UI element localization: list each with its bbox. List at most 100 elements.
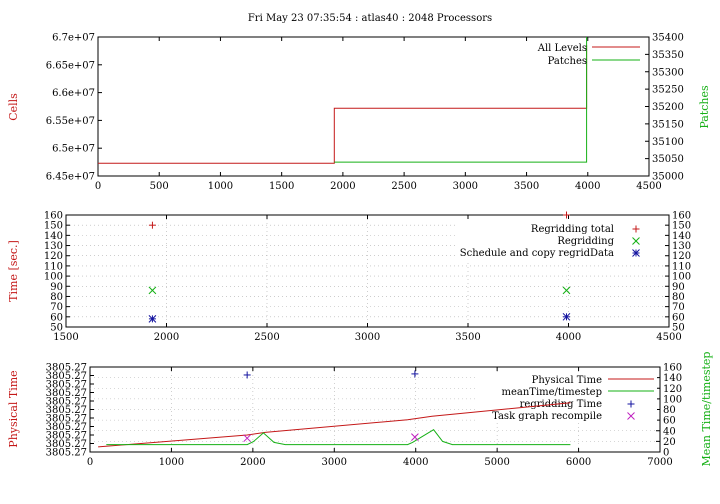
panel-2-y2-tick-label: 70 (672, 302, 685, 313)
panel-3-x-tick-label: 1000 (159, 457, 184, 468)
panel-2-y-tick-label: 100 (44, 272, 63, 283)
panel-3-y2-tick-label: 40 (663, 426, 676, 437)
panel-2-y-axis-label: Time [sec.] (7, 240, 20, 302)
panel-2-y-tick-label: 70 (50, 302, 63, 313)
panel-3-y2-tick-label: 60 (663, 416, 676, 427)
panel-2-y2-tick-label: 130 (672, 241, 691, 252)
panel-3-x-tick-label: 7000 (647, 457, 672, 468)
panel-2-y-tick-label: 160 (44, 211, 63, 222)
panel-3-x-tick-label: 5000 (484, 457, 509, 468)
data-point-x (562, 286, 571, 295)
panel-2-legend-background (455, 219, 665, 261)
series-meantime-timestep-line (106, 429, 571, 446)
legend-patches-label: Patches (548, 56, 587, 67)
series-patches-line (334, 37, 588, 163)
panel-1-y-tick-label: 6.55e+07 (46, 116, 95, 127)
panel-1-y-ticks: 6.45e+07 6.5e+07 6.55e+07 6.6e+07 6.65e+07 6.… (46, 33, 102, 183)
figure-title: Fri May 23 07:35:54 : atlas40 : 2048 Pro… (248, 13, 492, 24)
legend-schedule-copy-label: Schedule and copy regridData (460, 248, 614, 259)
panel-3-x-ticks: 0 1000 2000 3000 4000 5000 6000 7000 (87, 367, 673, 468)
panel-2-y-tick-label: 50 (50, 323, 63, 334)
panel-2-y-tick-label: 90 (50, 282, 63, 293)
panel-3-legend: Physical Time meanTime/timestep regriddi… (475, 372, 657, 422)
panel-2-y2-tick-label: 100 (672, 272, 691, 283)
panel-3-y-tick-label: 3805.27 (46, 380, 87, 391)
panel-2-x-tick-label: 2500 (254, 332, 279, 343)
panel-2-x-tick-label: 2000 (154, 332, 179, 343)
panel-3-y-tick-label: 3805.27 (46, 431, 87, 442)
panel-3-y2-tick-label: 160 (663, 363, 682, 374)
panel-1-y2-ticks: 35000 35050 35100 35150 35200 35250 35300 35350… (645, 33, 684, 183)
panel-1-y2-tick-label: 35000 (652, 172, 684, 183)
panel-1-x-tick-label: 500 (150, 181, 169, 192)
panel-2-y2-tick-label: 110 (672, 261, 691, 272)
panel-3-y-tick-label: 3805.27 (46, 388, 87, 399)
legend-regridding-marker (632, 237, 640, 245)
panel-2-x-ticks: 1500 2000 2500 3000 3500 4000 4500 (53, 215, 682, 343)
panel-2-x-tick-label: 3500 (455, 332, 480, 343)
panel-2-y-tick-label: 80 (50, 292, 63, 303)
panel-1-x-tick-label: 4000 (575, 181, 600, 192)
panel-1-y-tick-label: 6.5e+07 (52, 144, 95, 155)
panel-3-y2-tick-label: 140 (663, 373, 682, 384)
panel-3-y-tick-label: 3805.27 (46, 448, 87, 459)
panel-2-legend: Regridding total Regridding Schedule and… (455, 219, 665, 261)
panel-3-x-tick-label: 0 (87, 457, 93, 468)
panel-2-grid (66, 215, 669, 327)
panel-1-x-tick-label: 3000 (453, 181, 478, 192)
legend-task-graph-marker (627, 412, 635, 420)
panel-2-y-tick-label: 60 (50, 312, 63, 323)
panel-1-legend: All Levels Patches (537, 43, 640, 67)
legend-marker-task-graph-recompile (627, 412, 635, 420)
panel-3-series (98, 370, 571, 448)
panel-1-x-ticks: 0 500 1000 1500 2000 2500 3000 3500 4000 4500 (95, 37, 662, 192)
panel-2-y-tick-label: 140 (44, 231, 63, 242)
panel-3-legend-background (475, 372, 657, 422)
panel-3-x-tick-label: 3000 (322, 457, 347, 468)
panel-3-y-tick-label: 3805.27 (46, 414, 87, 425)
panel-3-x-tick-label: 2000 (240, 457, 265, 468)
legend-schedule-copy-marker (632, 249, 640, 257)
panel-3-y2-axis-label: Mean Time/timestep (700, 352, 713, 467)
panel-2-y2-tick-label: 140 (672, 231, 691, 242)
panel-2-y-tick-label: 120 (44, 251, 63, 262)
panel-2-y-tick-label: 130 (44, 241, 63, 252)
panel-1-x-tick-label: 1500 (269, 181, 294, 192)
legend-marker-plus (632, 225, 640, 233)
panel-2-y2-tick-label: 150 (672, 221, 691, 232)
legend-regridding-time-marker (627, 400, 635, 408)
panel-1-series (98, 37, 588, 164)
panel-2-x-tick-label: 3000 (355, 332, 380, 343)
legend-marker-star (632, 249, 640, 257)
legend-marker-regridding-time (627, 400, 635, 408)
panel-3-y2-tick-label: 100 (663, 394, 682, 405)
legend-physical-time-label: Physical Time (532, 375, 602, 386)
data-point-x (148, 286, 157, 295)
panel-2-x-tick-label: 1500 (53, 332, 78, 343)
data-point-task-graph-recompile (243, 434, 252, 443)
panel-1-x-tick-label: 3500 (514, 181, 539, 192)
panel-1-x-tick-label: 0 (95, 181, 101, 192)
panel-3-y-tick-label: 3805.27 (46, 371, 87, 382)
panel-1-y-tick-label: 6.65e+07 (46, 60, 95, 71)
panel-1-y2-tick-label: 35300 (652, 67, 684, 78)
panel-3-grid (90, 367, 660, 452)
panel-1-x-tick-label: 2500 (391, 181, 416, 192)
panel-1-y2-axis-label: Patches (698, 85, 711, 129)
panel-3-y-tick-label: 3805.27 (46, 422, 87, 433)
panel-3-x-tick-label: 6000 (566, 457, 591, 468)
data-point-task-graph-recompile (411, 433, 419, 441)
panel-1-y2-tick-label: 35250 (652, 85, 684, 96)
legend-task-graph-label: Task graph recompile (492, 411, 602, 422)
panel-3-y-ticks: 3805.273805.273805.273805.273805.273805.… (46, 363, 94, 459)
panel-3-y2-tick-label: 120 (663, 384, 682, 395)
panel-2-x-tick-label: 4500 (656, 332, 681, 343)
panel-3-y-tick-label: 3805.27 (46, 397, 87, 408)
panel-1-y-tick-label: 6.6e+07 (52, 88, 95, 99)
panel-1-y2-tick-label: 35400 (652, 33, 684, 44)
panel-2-y2-tick-label: 160 (672, 211, 691, 222)
data-point-star (148, 315, 157, 323)
